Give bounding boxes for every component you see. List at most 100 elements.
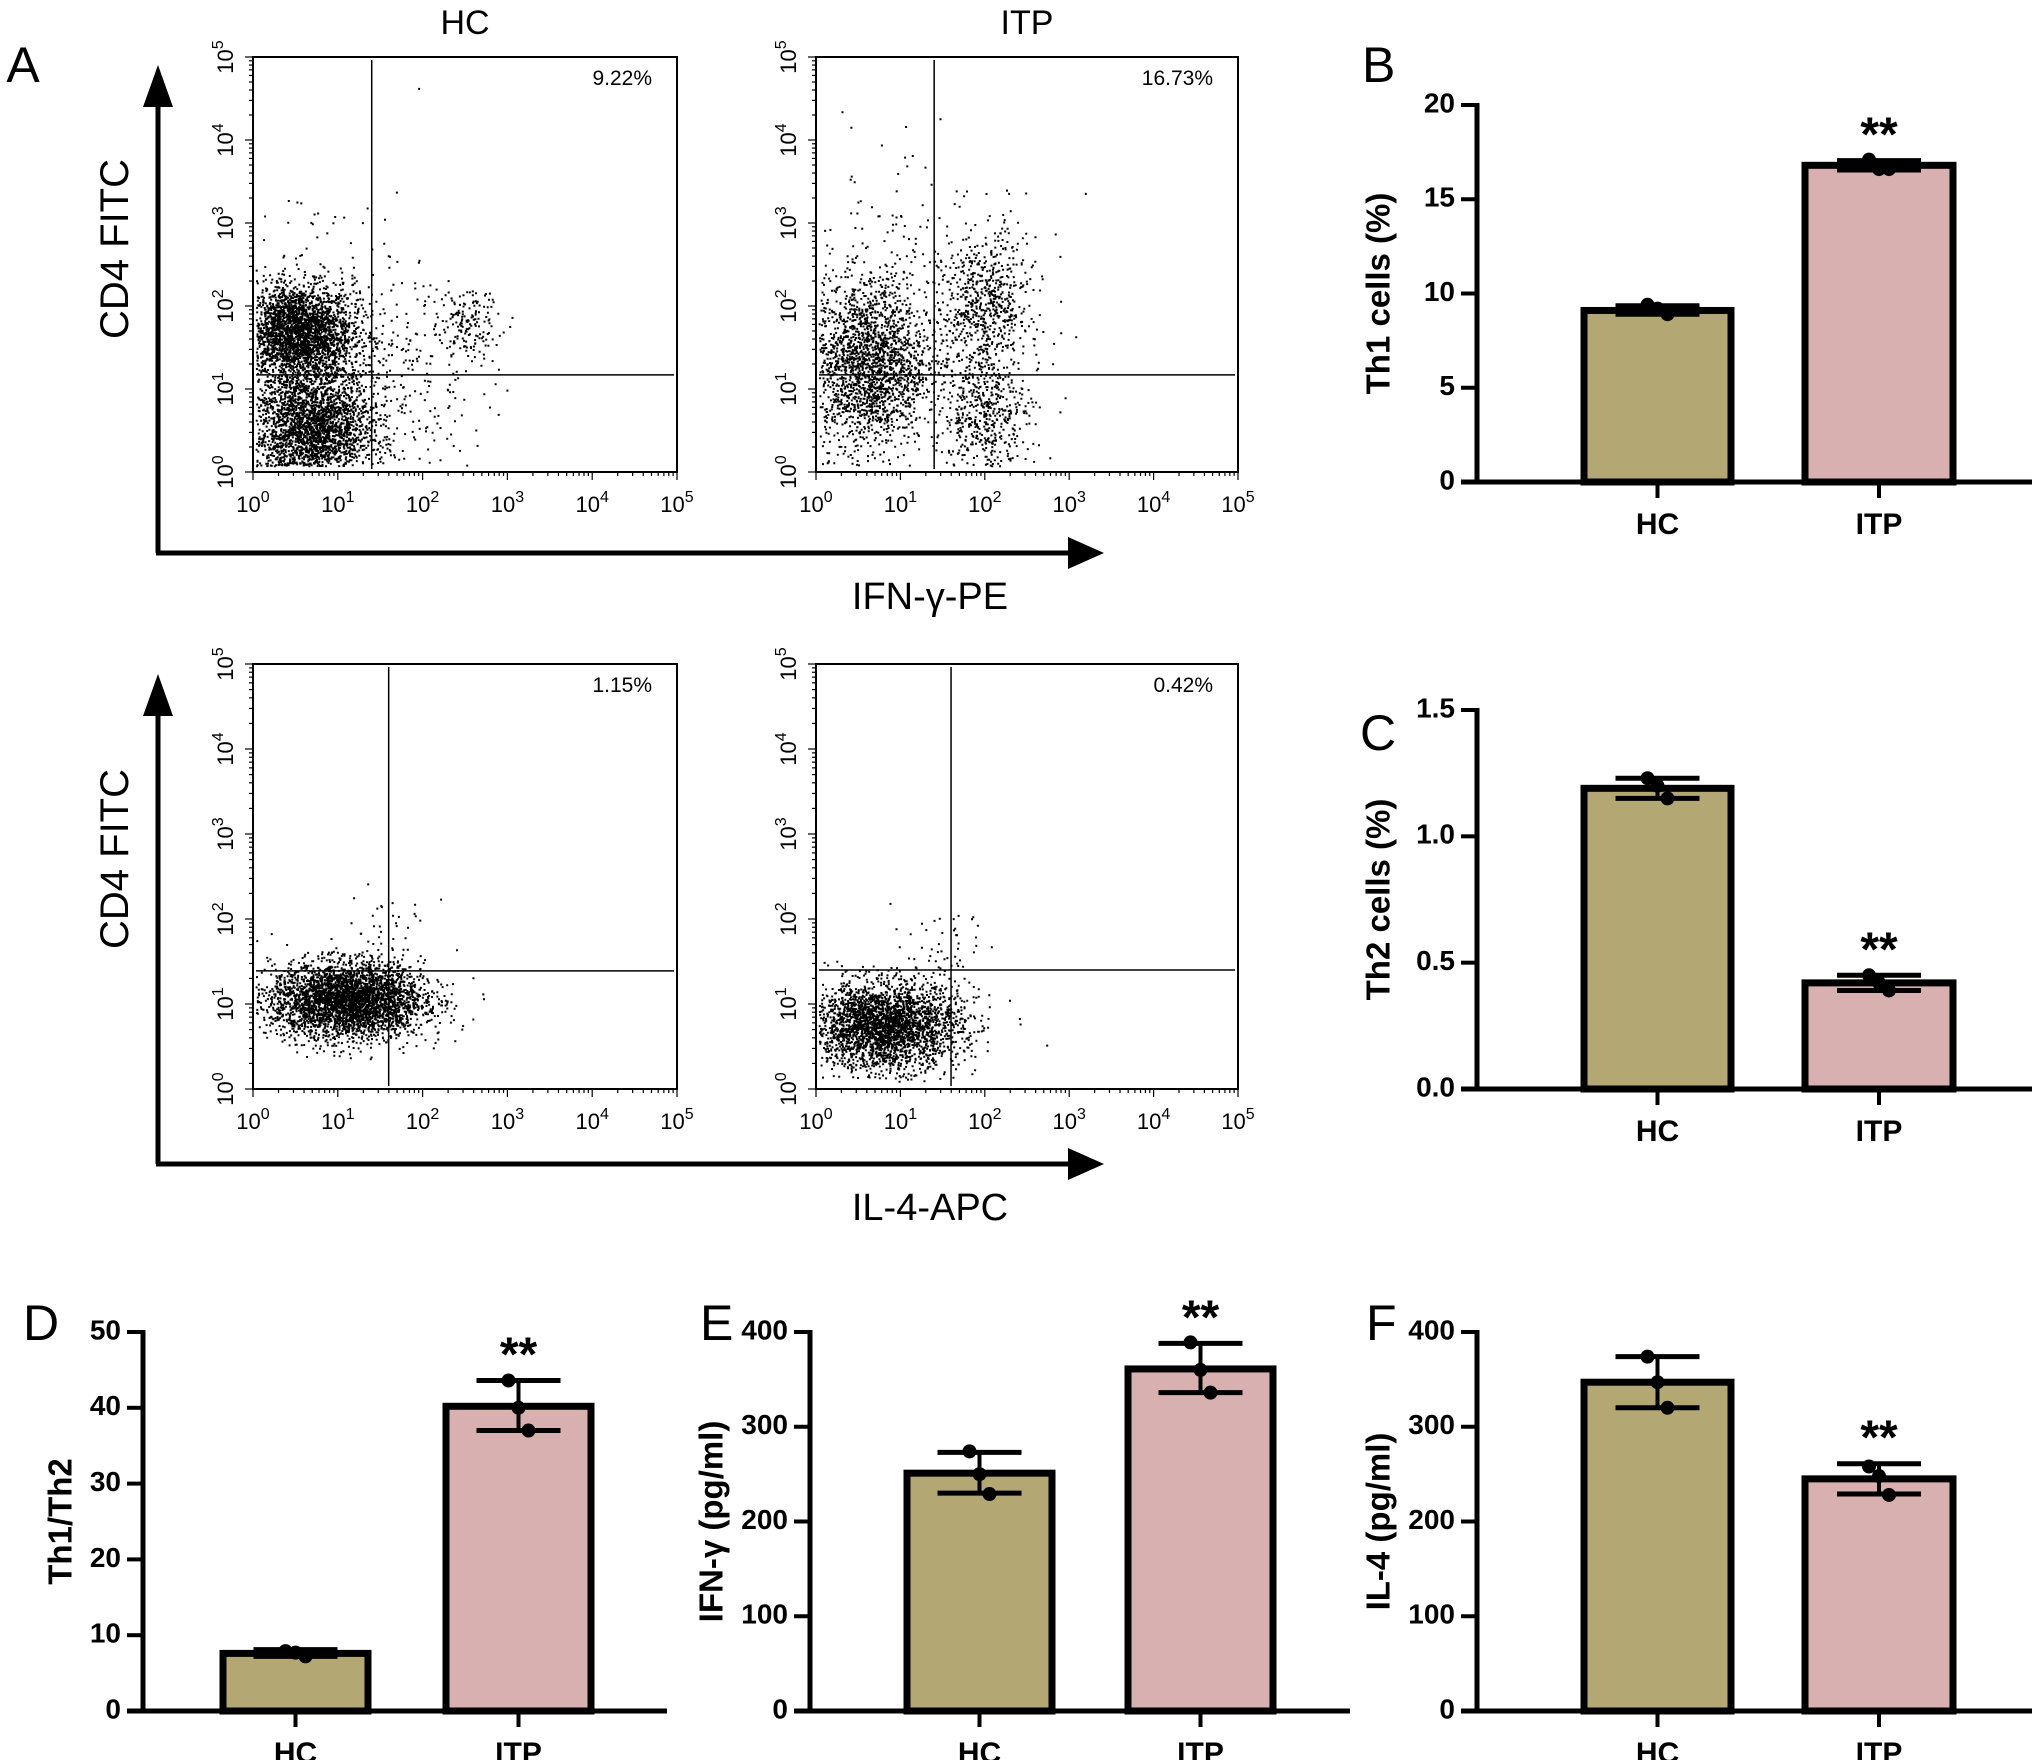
flow-events [930, 313, 1040, 468]
tick-base: 10 [884, 492, 908, 517]
panel-label: A [6, 37, 40, 93]
x-tick-label: 103 [491, 1106, 524, 1134]
quadrant-percent: 0.42% [1153, 674, 1213, 697]
y-axis-title: Th1/Th2 [42, 1458, 79, 1585]
tick-exponent: 1 [210, 987, 227, 996]
x-tick-label: 103 [1053, 489, 1086, 517]
data-point [1193, 1362, 1208, 1377]
tick-exponent: 5 [773, 647, 790, 656]
x-tick-label: 102 [968, 1106, 1001, 1134]
tick-exponent: 0 [773, 1072, 790, 1081]
y-axis-title: CD4 FITC [93, 159, 137, 339]
y-tick-label: 104 [773, 732, 801, 765]
plot-title: HC [440, 4, 489, 42]
tick-base: 10 [776, 1081, 801, 1105]
data-point [521, 1423, 536, 1438]
tick-base: 10 [776, 298, 801, 322]
plot-frame [815, 56, 1239, 473]
category-label: ITP [1856, 508, 1903, 541]
y-tick-label: 10 [1424, 276, 1455, 307]
category-label: HC [274, 1737, 317, 1760]
x-tick-label: 101 [321, 1106, 354, 1134]
category-label: HC [1636, 508, 1679, 541]
y-tick-label: 101 [210, 372, 238, 405]
x-tick-label: 104 [576, 489, 609, 517]
panel-label: E [700, 1295, 733, 1351]
arrow-up-icon [143, 674, 173, 716]
tick-exponent: 0 [210, 455, 227, 464]
tick-base: 10 [660, 1109, 684, 1134]
flow-events [821, 111, 1087, 467]
tick-base: 10 [1053, 492, 1077, 517]
tick-base: 10 [576, 492, 600, 517]
plot-title: ITP [1001, 4, 1054, 42]
y-tick-label: 105 [210, 40, 238, 73]
flow-events [255, 919, 485, 1061]
tick-exponent: 4 [1161, 1106, 1170, 1123]
y-tick-label: 300 [1408, 1409, 1455, 1440]
axis-arrows: CD4 FITC IL-4-APC [93, 674, 1104, 1229]
tick-base: 10 [213, 826, 238, 850]
tick-exponent: 3 [773, 817, 790, 826]
data-point [1183, 1335, 1198, 1350]
flow-events [344, 282, 509, 467]
tick-base: 10 [213, 298, 238, 322]
tick-base: 10 [660, 492, 684, 517]
bar-hc [1580, 306, 1735, 486]
tick-base: 10 [776, 215, 801, 239]
tick-exponent: 5 [1246, 1106, 1255, 1123]
x-tick-label: 100 [799, 1106, 832, 1134]
tick-base: 10 [776, 381, 801, 405]
x-tick-label: 105 [1221, 489, 1254, 517]
axis-arrows: CD4 FITC IFN-γ-PE [93, 65, 1104, 618]
y-axis-title: IL-4 (pg/ml) [1360, 1433, 1397, 1611]
tick-exponent: 1 [346, 489, 355, 506]
y-axis-title: Th1 cells (%) [1360, 193, 1397, 395]
data-point [1862, 968, 1876, 983]
tick-exponent: 5 [1246, 489, 1255, 506]
tick-base: 10 [799, 1109, 823, 1134]
tick-base: 10 [576, 1109, 600, 1134]
y-tick-label: 104 [210, 732, 238, 765]
bar-chart-c: HC ITP ** 0.0 0.5 1.0 1.5 Th2 cells (%) C [1360, 692, 2032, 1148]
y-tick-label: 105 [773, 647, 801, 680]
x-tick-label: 102 [406, 489, 439, 517]
tick-exponent: 2 [430, 1106, 439, 1123]
x-tick-label: 105 [660, 489, 693, 517]
tick-exponent: 0 [210, 1072, 227, 1081]
tick-base: 10 [968, 492, 992, 517]
y-tick-label: 0 [1439, 1693, 1455, 1724]
category-label: ITP [495, 1737, 542, 1760]
panel-label: D [23, 1295, 59, 1351]
tick-base: 10 [1221, 492, 1245, 517]
tick-base: 10 [213, 381, 238, 405]
quadrant-percent: 9.22% [592, 67, 652, 90]
bar-itp [1801, 979, 1957, 1093]
panel-label: C [1360, 705, 1396, 761]
bar-chart-d: HC ITP ** 0 10 20 30 40 50 Th1/Th2 D [23, 1295, 667, 1760]
y-tick-label: 103 [773, 206, 801, 239]
y-tick-label: 101 [773, 372, 801, 405]
tick-exponent: 2 [430, 489, 439, 506]
y-tick-label: 103 [210, 817, 238, 850]
y-tick-label: 0 [1439, 464, 1455, 495]
x-tick-label: 100 [236, 1106, 269, 1134]
data-point [1882, 983, 1896, 998]
y-tick-label: 200 [741, 1504, 788, 1535]
tick-exponent: 0 [824, 1106, 833, 1123]
arrow-right-icon [1068, 537, 1104, 569]
data-point [1872, 162, 1886, 177]
bar-itp [442, 1402, 595, 1715]
tick-base: 10 [491, 492, 515, 517]
flow-events [925, 214, 1078, 409]
data-point [982, 1487, 997, 1502]
tick-base: 10 [1137, 1109, 1161, 1134]
y-tick-label: 102 [773, 289, 801, 322]
y-tick-label: 0.0 [1416, 1071, 1455, 1102]
tick-exponent: 3 [515, 1106, 524, 1123]
data-point [1882, 1487, 1896, 1502]
quadrant-percent: 16.73% [1142, 67, 1213, 90]
y-axis-title: IFN-γ (pg/ml) [693, 1421, 730, 1623]
y-tick-label: 1.0 [1416, 819, 1455, 850]
